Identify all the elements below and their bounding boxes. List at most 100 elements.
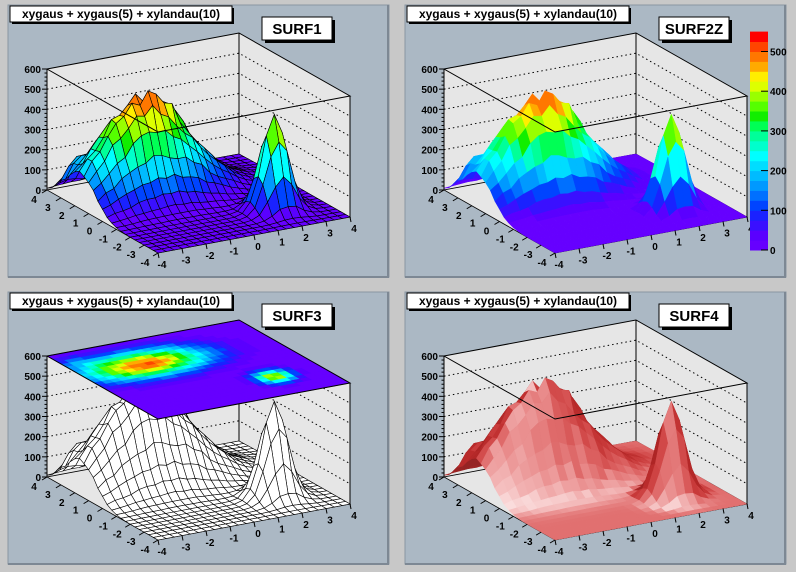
y-tick-label: -3 <box>524 537 533 548</box>
y-tick <box>124 523 131 528</box>
title-box <box>406 292 630 310</box>
palette-band <box>750 150 768 162</box>
title-box <box>9 292 233 310</box>
draw-option-label: SURF1 <box>272 21 321 38</box>
grid-line <box>46 52 351 117</box>
z-tick-label: 400 <box>24 392 41 403</box>
y-tick <box>69 205 76 210</box>
x-tick <box>746 503 749 510</box>
y-tick <box>124 236 131 241</box>
grid-line <box>46 400 351 465</box>
grid-line <box>46 72 351 137</box>
z-tick-label: 0 <box>432 186 438 197</box>
z-tick-label: 0 <box>35 186 41 197</box>
y-tick-label: 3 <box>442 203 448 214</box>
y-tick-label: 3 <box>45 203 51 214</box>
grid-line <box>443 359 748 424</box>
x-tick <box>157 539 160 546</box>
x-tick-label: 3 <box>724 229 730 240</box>
surface-cell <box>549 535 564 541</box>
y-tick-label: -4 <box>538 258 547 269</box>
y-tick-label: 2 <box>456 211 462 222</box>
x-tick-label: -4 <box>158 547 167 558</box>
z-tick-label: 600 <box>421 352 438 363</box>
color-palette: 0 100 200 300 400 500 <box>750 31 787 257</box>
grid-line <box>46 113 351 178</box>
palette-band <box>750 160 768 172</box>
x-tick-label: -4 <box>555 260 564 271</box>
x-tick <box>229 526 232 532</box>
surface-cell <box>152 248 167 254</box>
x-tick-label: -1 <box>230 534 239 545</box>
y-tick <box>152 252 159 257</box>
y-tick <box>480 500 486 505</box>
z-tick-label: 200 <box>421 433 438 444</box>
z-tick-label: 200 <box>24 433 41 444</box>
grid-line <box>443 113 748 178</box>
y-tick <box>549 252 556 257</box>
y-tick <box>152 539 159 544</box>
x-tick <box>746 216 749 223</box>
z-tick-label: 100 <box>24 453 41 464</box>
x-tick-label: 0 <box>652 242 658 253</box>
palette-tick-label: 200 <box>770 167 787 178</box>
x-tick-label: 0 <box>255 242 261 253</box>
x-tick-label: -3 <box>182 256 191 267</box>
y-tick-label: -3 <box>524 250 533 261</box>
y-tick <box>55 484 62 489</box>
x-tick-label: 0 <box>652 529 658 540</box>
y-tick <box>480 213 486 218</box>
grid-line <box>443 133 748 198</box>
x-tick <box>626 526 629 532</box>
z-tick-label: 100 <box>24 166 41 177</box>
palette-band <box>750 220 768 231</box>
x-tick-label: -3 <box>579 543 588 554</box>
plot-title: xygaus + xygaus(5) + xylandau(10) <box>419 294 617 308</box>
x-tick <box>554 252 557 259</box>
z-tick-label: 500 <box>24 372 41 383</box>
y-tick-label: 1 <box>470 219 476 230</box>
y-tick-label: -1 <box>496 521 505 532</box>
x-tick <box>602 243 605 250</box>
x-tick-label: 3 <box>724 516 730 527</box>
x-tick <box>181 535 184 541</box>
x-tick-label: 1 <box>279 238 285 249</box>
y-tick-label: 0 <box>87 514 93 525</box>
y-tick <box>138 244 145 249</box>
plot-title: xygaus + xygaus(5) + xylandau(10) <box>22 7 220 21</box>
palette-band <box>750 41 768 52</box>
grid-line <box>443 52 748 117</box>
x-tick-label: 2 <box>303 233 309 244</box>
z-tick-label: 300 <box>24 126 41 137</box>
z-tick-label: 600 <box>421 65 438 76</box>
y-tick <box>97 221 103 225</box>
x-tick-label: -2 <box>206 538 215 549</box>
palette-tick-label: 500 <box>770 48 787 59</box>
y-tick-label: -4 <box>141 545 150 556</box>
y-tick-label: 1 <box>73 219 79 230</box>
plot-title: xygaus + xygaus(5) + xylandau(10) <box>419 7 617 21</box>
grid-line <box>46 92 351 157</box>
y-tick-label: -1 <box>99 521 108 532</box>
x-tick <box>277 517 280 523</box>
y-tick <box>55 197 62 202</box>
y-tick-label: 1 <box>73 506 79 517</box>
y-tick <box>521 236 528 241</box>
x-tick <box>253 234 256 241</box>
y-tick-label: 0 <box>484 514 490 525</box>
x-tick <box>301 512 304 519</box>
label-box <box>261 303 333 328</box>
x-tick <box>301 225 304 232</box>
x-tick-label: 3 <box>327 229 333 240</box>
x-tick-label: -3 <box>579 256 588 267</box>
x-tick <box>325 221 328 227</box>
grid-line <box>46 133 351 198</box>
y-tick-label: 2 <box>456 498 462 509</box>
x-tick-label: 1 <box>676 525 682 536</box>
z-tick-label: 0 <box>35 473 41 484</box>
x-tick <box>554 539 557 546</box>
